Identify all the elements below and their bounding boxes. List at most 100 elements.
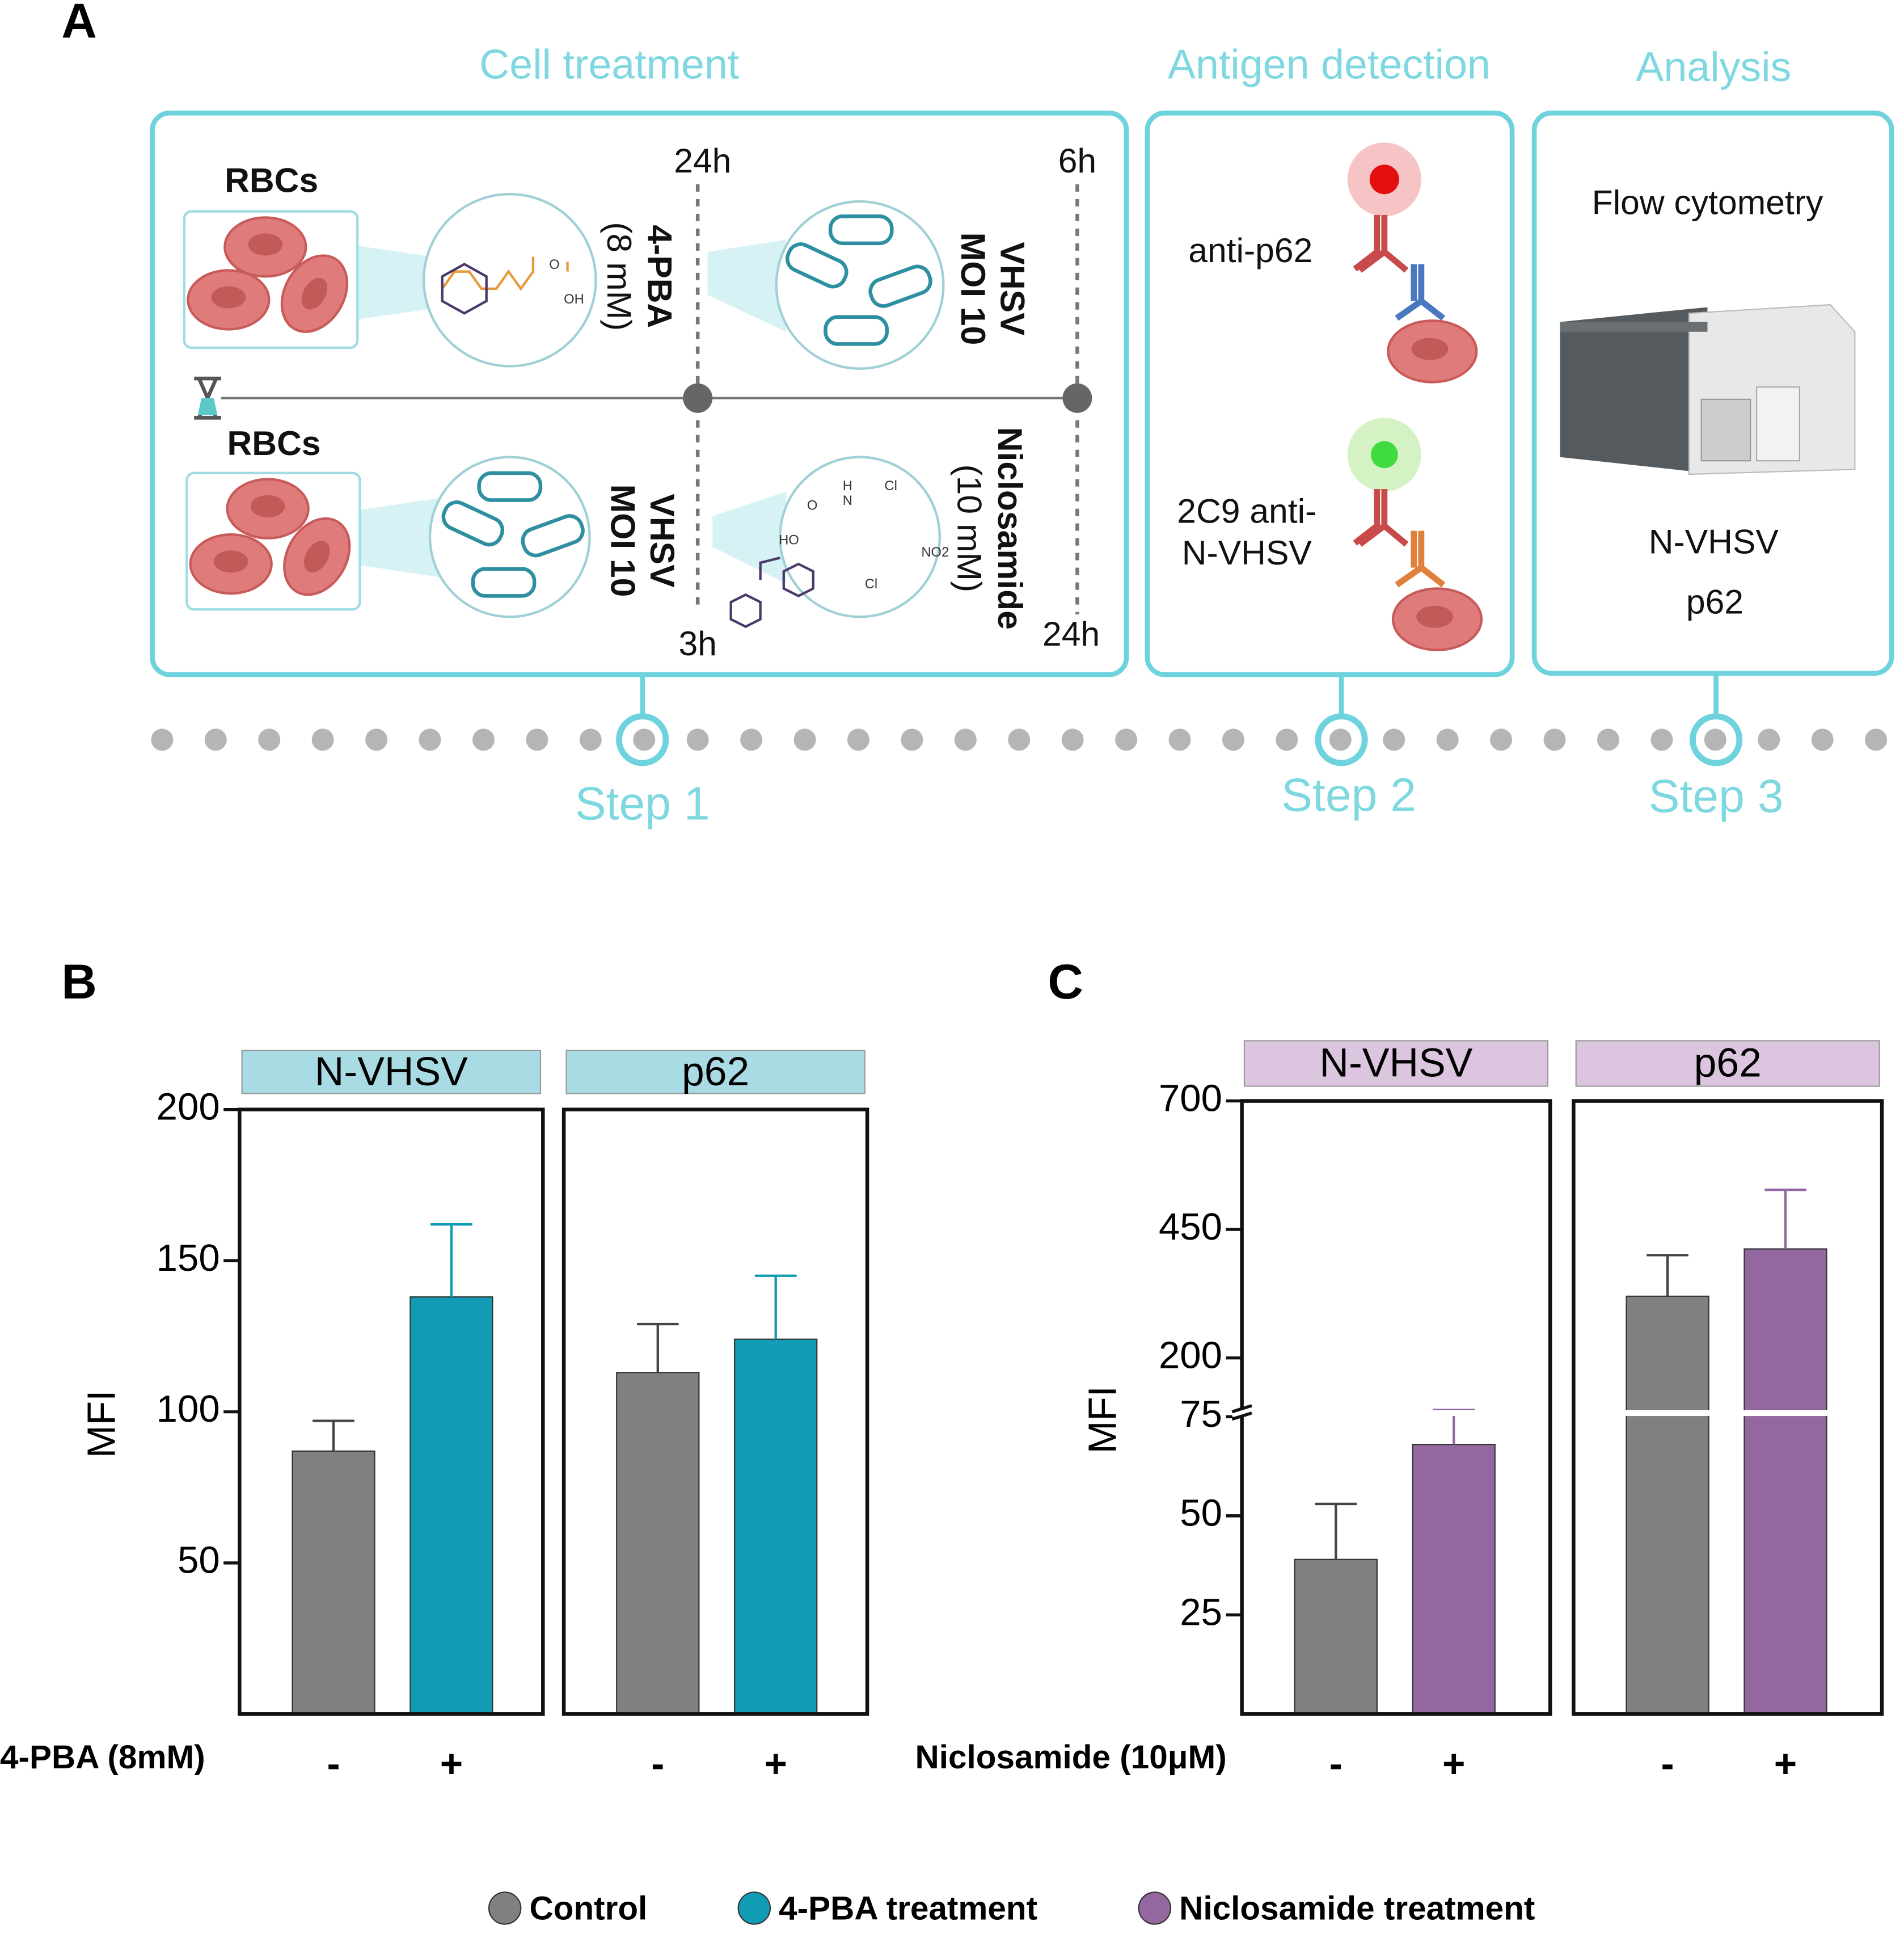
chem-label: Cl [884, 478, 897, 494]
chem-label: HO [779, 532, 799, 547]
chem-label: OH [564, 292, 584, 307]
facet-header [565, 1050, 866, 1094]
facet-frame [238, 1107, 545, 1716]
bar [1743, 1248, 1827, 1715]
y-tick-label: 450 [1159, 1206, 1222, 1248]
dot [1865, 728, 1888, 751]
virus-name: VHSV [993, 242, 1032, 336]
analysis-target: p62 [1686, 583, 1743, 621]
antibody-illustrations [1347, 142, 1483, 651]
rbc-label: RBCs [225, 161, 318, 200]
dot [1329, 728, 1352, 751]
x-tick-label: - [651, 1742, 664, 1786]
analysis-target: N-VHSV [1649, 522, 1779, 561]
timeline [194, 184, 1092, 614]
facet-title: p62 [682, 1049, 749, 1094]
legend-label: 4-PBA treatment [779, 1890, 1037, 1927]
dot [258, 728, 281, 751]
section-title: Cell treatment [479, 41, 739, 88]
panel-label: A [61, 0, 97, 48]
legend-swatch [488, 1891, 522, 1925]
dot [1597, 728, 1619, 751]
facet-frame [562, 1107, 869, 1716]
drug-name: 4-PBA [641, 225, 679, 328]
step-ring [616, 713, 669, 766]
chem-label: O [549, 257, 560, 272]
dot [1222, 728, 1244, 751]
dot [419, 728, 441, 751]
bar [292, 1450, 375, 1715]
dot [151, 728, 174, 751]
facet-header [1575, 1040, 1880, 1087]
legend: Control 4-PBA treatment Niclosamide treatm… [488, 1890, 1535, 1927]
legend-swatch [737, 1891, 771, 1925]
axis-break [1244, 1410, 1548, 1417]
chem-label: O [807, 498, 818, 513]
dot [1008, 728, 1031, 751]
section-title: Antigen detection [1168, 41, 1491, 88]
y-tick-label: 75 [1180, 1393, 1222, 1435]
dot [204, 728, 227, 751]
dot [1276, 728, 1298, 751]
chem-label: N [843, 493, 852, 508]
x-tick-label: + [1774, 1742, 1797, 1786]
dot [901, 728, 923, 751]
legend-swatch [1138, 1891, 1172, 1925]
facet-frame [1240, 1099, 1552, 1716]
dot [1650, 728, 1673, 751]
x-tick-label: + [1442, 1742, 1465, 1786]
bar [409, 1296, 493, 1715]
section-title: Analysis [1636, 43, 1791, 90]
drug-dose: (10 mM) [950, 464, 989, 592]
rbc-label: RBCs [227, 424, 320, 462]
dot [472, 728, 495, 751]
y-tick-label: 200 [157, 1085, 220, 1128]
step-label: Step 1 [575, 778, 710, 830]
step-label: Step 3 [1649, 770, 1784, 823]
y-tick-label: 150 [157, 1237, 220, 1279]
panel-label: B [61, 955, 97, 1009]
antibody-label: N-VHSV [1182, 533, 1312, 572]
x-axis-label: 4-PBA (8mM) [0, 1739, 205, 1776]
dot [793, 728, 816, 751]
dot [365, 728, 388, 751]
section-boxes [150, 110, 1894, 715]
dot [1383, 728, 1405, 751]
facet-title: N-VHSV [1319, 1040, 1472, 1086]
x-tick-label: - [1661, 1742, 1674, 1786]
antibody-label: anti-p62 [1188, 231, 1312, 269]
chem-label: Cl [865, 576, 878, 592]
bar [1294, 1558, 1378, 1715]
drug-name: Niclosamide [991, 427, 1029, 630]
chem-label: H [843, 478, 852, 494]
virus-dose: MOI 10 [954, 233, 993, 345]
y-axis-label: MFI [79, 1391, 123, 1458]
dot [1436, 728, 1459, 751]
facet-title: p62 [1694, 1040, 1762, 1086]
step-ring [1690, 713, 1743, 766]
dot [1115, 728, 1138, 751]
virus-name: VHSV [643, 494, 682, 588]
time-label: 3h [678, 624, 716, 663]
legend-label: Control [529, 1890, 647, 1927]
dot [686, 728, 709, 751]
bar [734, 1338, 818, 1715]
facet-frame [1572, 1099, 1884, 1716]
analysis-method: Flow cytometry [1592, 183, 1823, 222]
panel-label: C [1048, 955, 1083, 1009]
axis-break [1231, 1404, 1252, 1421]
dot [1490, 728, 1513, 751]
drug-dose: (8 mM) [600, 222, 639, 331]
y-tick-label: 50 [1180, 1492, 1222, 1535]
y-tick-label: 25 [1180, 1591, 1222, 1633]
y-tick-label: 100 [157, 1388, 220, 1430]
cytometer [1560, 304, 1856, 475]
dot [579, 728, 602, 751]
bar [1626, 1295, 1709, 1715]
facet-title: N-VHSV [315, 1049, 468, 1094]
dot [1811, 728, 1834, 751]
dot [526, 728, 548, 751]
time-label: 24h [1042, 614, 1100, 653]
y-tick-label: 50 [178, 1539, 220, 1582]
